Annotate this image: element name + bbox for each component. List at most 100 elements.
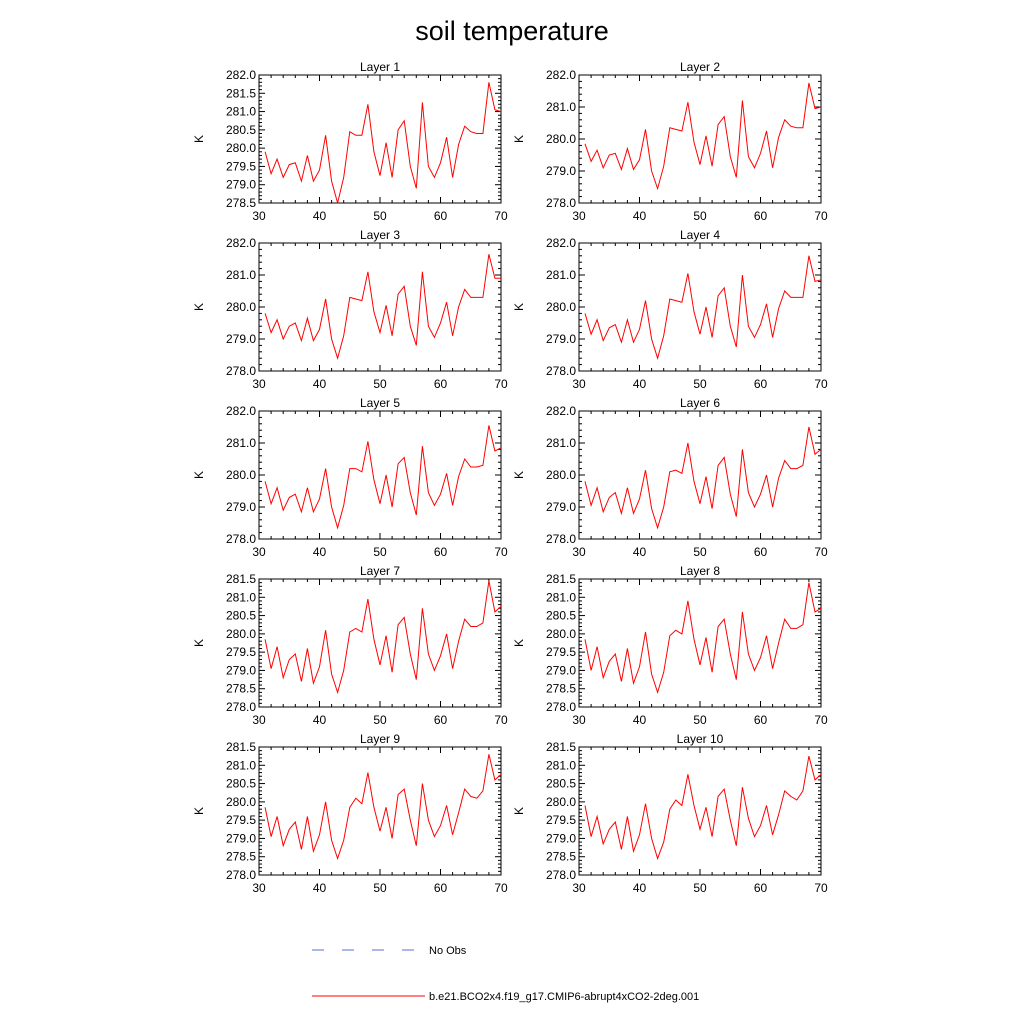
y-tick-label: 281.5 xyxy=(226,86,256,100)
x-tick-label: 60 xyxy=(754,881,768,895)
x-tick-label: 40 xyxy=(313,545,327,559)
y-axis-label: K xyxy=(192,471,206,479)
series-line xyxy=(584,82,822,191)
y-tick-label: 280.5 xyxy=(546,777,576,791)
x-tick-label: 70 xyxy=(494,881,508,895)
x-tick-label: 60 xyxy=(754,545,768,559)
y-axis-label: K xyxy=(192,639,206,647)
y-tick-label: 278.5 xyxy=(226,682,256,696)
y-tick-label: 279.0 xyxy=(226,500,256,514)
plot-frame xyxy=(578,746,822,876)
x-tick-label: 50 xyxy=(373,209,387,223)
x-tick-label: 30 xyxy=(252,377,266,391)
x-tick-label: 30 xyxy=(252,545,266,559)
y-tick-label: 281.5 xyxy=(546,740,576,754)
legend-no-obs-label: No Obs xyxy=(429,945,467,957)
x-tick-label: 60 xyxy=(434,713,448,727)
x-tick-label: 40 xyxy=(633,713,647,727)
y-axis-label: K xyxy=(192,135,206,143)
y-tick-label: 278.0 xyxy=(226,700,256,714)
y-tick-label: 279.0 xyxy=(226,831,256,845)
y-axis-label: K xyxy=(512,303,526,311)
panel-layer-3: Layer 3 K 278.0 279.0 280.0 281.0 282.0 30 40 50 6… xyxy=(192,228,508,391)
y-tick-label: 279.5 xyxy=(546,645,576,659)
y-tick-label: 278.0 xyxy=(546,700,576,714)
x-tick-label: 50 xyxy=(693,713,707,727)
x-tick-label: 40 xyxy=(633,209,647,223)
x-tick-label: 70 xyxy=(814,881,828,895)
panel-layer-1: Layer 1 K 278.5 279.0 279.5 280.0 280.5 281.0 28… xyxy=(192,60,508,223)
plot-frame xyxy=(258,578,502,708)
y-tick-label: 282.0 xyxy=(546,404,576,418)
x-tick-label: 40 xyxy=(313,713,327,727)
x-tick-label: 70 xyxy=(814,377,828,391)
y-tick-label: 278.0 xyxy=(546,868,576,882)
y-tick-label: 278.5 xyxy=(226,850,256,864)
y-tick-label: 280.5 xyxy=(546,609,576,623)
plot-frame xyxy=(258,410,502,540)
y-tick-label: 280.0 xyxy=(226,141,256,155)
y-tick-label: 281.0 xyxy=(546,590,576,604)
panel-title: Layer 3 xyxy=(360,228,400,242)
y-tick-label: 278.0 xyxy=(226,364,256,378)
y-tick-label: 279.0 xyxy=(546,500,576,514)
y-tick-label: 279.5 xyxy=(226,813,256,827)
x-tick-label: 30 xyxy=(252,713,266,727)
x-tick-label: 60 xyxy=(434,209,448,223)
x-tick-label: 50 xyxy=(373,377,387,391)
panel-title: Layer 9 xyxy=(360,732,400,746)
y-tick-label: 279.0 xyxy=(546,831,576,845)
y-tick-label: 280.0 xyxy=(226,468,256,482)
panel-layer-2: Layer 2 K 278.0 279.0 280.0 281.0 282.0 30 40 50 6… xyxy=(512,60,828,223)
x-tick-label: 30 xyxy=(572,209,586,223)
y-tick-label: 281.5 xyxy=(226,740,256,754)
series-line xyxy=(264,425,502,530)
series-line xyxy=(584,426,822,530)
x-tick-label: 30 xyxy=(572,713,586,727)
series-line xyxy=(584,582,822,695)
x-tick-label: 70 xyxy=(494,209,508,223)
y-axis-label: K xyxy=(192,807,206,815)
y-tick-label: 278.0 xyxy=(226,532,256,546)
x-tick-label: 40 xyxy=(313,377,327,391)
x-tick-label: 40 xyxy=(633,881,647,895)
y-tick-label: 280.0 xyxy=(226,627,256,641)
y-tick-label: 280.0 xyxy=(546,132,576,146)
x-tick-label: 60 xyxy=(754,713,768,727)
y-tick-label: 280.0 xyxy=(226,795,256,809)
y-tick-label: 280.0 xyxy=(226,300,256,314)
y-tick-label: 281.5 xyxy=(546,572,576,586)
x-tick-label: 70 xyxy=(494,545,508,559)
panel-title: Layer 5 xyxy=(360,396,400,410)
y-tick-label: 278.0 xyxy=(546,196,576,210)
y-tick-label: 282.0 xyxy=(546,68,576,82)
plot-frame xyxy=(258,242,502,372)
panel-title: Layer 4 xyxy=(680,228,720,242)
panel-layer-4: Layer 4 K 278.0 279.0 280.0 281.0 282.0 30 40 50 6… xyxy=(512,228,828,391)
panel-layer-6: Layer 6 K 278.0 279.0 280.0 281.0 282.0 30 40 50 6… xyxy=(512,396,828,559)
panel-title: Layer 6 xyxy=(680,396,720,410)
y-tick-label: 281.5 xyxy=(226,572,256,586)
x-tick-label: 30 xyxy=(572,545,586,559)
y-tick-label: 279.0 xyxy=(546,164,576,178)
panel-layer-9: Layer 9 K 278.0 278.5 279.0 279.5 280.0 280.5 28… xyxy=(192,732,508,895)
x-tick-label: 60 xyxy=(754,377,768,391)
series-line xyxy=(264,580,502,695)
y-tick-label: 281.0 xyxy=(226,590,256,604)
y-tick-label: 280.5 xyxy=(226,123,256,137)
y-tick-label: 282.0 xyxy=(546,236,576,250)
y-tick-label: 280.0 xyxy=(546,627,576,641)
x-tick-label: 60 xyxy=(434,881,448,895)
panel-layer-5: Layer 5 K 278.0 279.0 280.0 281.0 282.0 30 40 50 6… xyxy=(192,396,508,559)
figure-title: soil temperature xyxy=(415,16,609,46)
y-tick-label: 279.0 xyxy=(546,332,576,346)
y-tick-label: 279.0 xyxy=(226,663,256,677)
y-tick-label: 280.0 xyxy=(546,300,576,314)
y-tick-label: 279.5 xyxy=(546,813,576,827)
x-tick-label: 50 xyxy=(693,209,707,223)
y-tick-label: 280.5 xyxy=(226,609,256,623)
plot-frame xyxy=(578,410,822,540)
series-line xyxy=(264,254,501,360)
x-tick-label: 60 xyxy=(434,377,448,391)
y-tick-label: 279.0 xyxy=(226,332,256,346)
